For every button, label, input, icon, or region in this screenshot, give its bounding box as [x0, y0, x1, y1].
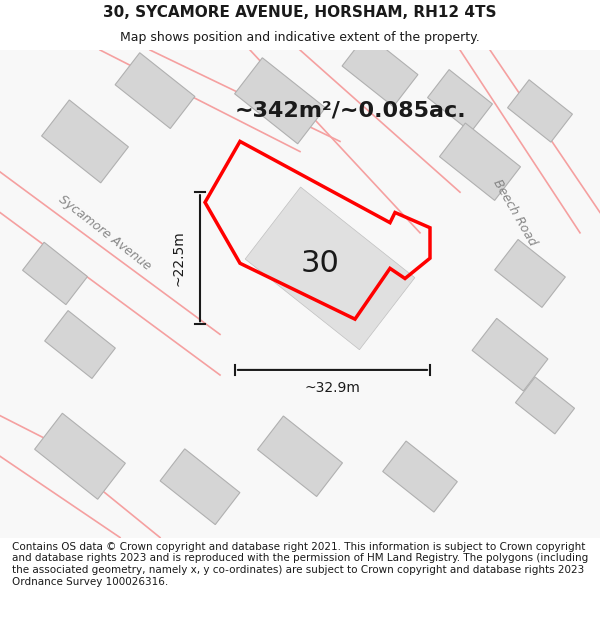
Text: 30, SYCAMORE AVENUE, HORSHAM, RH12 4TS: 30, SYCAMORE AVENUE, HORSHAM, RH12 4TS	[103, 5, 497, 20]
Polygon shape	[44, 311, 115, 379]
Polygon shape	[428, 69, 493, 132]
Polygon shape	[41, 100, 128, 183]
Polygon shape	[472, 318, 548, 391]
Text: ~342m²/~0.085ac.: ~342m²/~0.085ac.	[234, 101, 466, 121]
Polygon shape	[342, 34, 418, 107]
Text: Beech Road: Beech Road	[491, 177, 539, 248]
Polygon shape	[235, 58, 325, 144]
Polygon shape	[23, 242, 88, 304]
Text: Map shows position and indicative extent of the property.: Map shows position and indicative extent…	[120, 31, 480, 44]
Polygon shape	[508, 80, 572, 142]
Text: Sycamore Avenue: Sycamore Avenue	[56, 192, 154, 273]
Polygon shape	[515, 377, 575, 434]
Text: 30: 30	[301, 249, 340, 278]
Polygon shape	[257, 416, 343, 496]
Polygon shape	[494, 239, 565, 308]
Text: ~22.5m: ~22.5m	[171, 231, 185, 286]
Polygon shape	[245, 187, 415, 350]
Polygon shape	[35, 413, 125, 499]
Text: ~32.9m: ~32.9m	[305, 381, 361, 395]
Polygon shape	[383, 441, 457, 512]
Text: Contains OS data © Crown copyright and database right 2021. This information is : Contains OS data © Crown copyright and d…	[12, 542, 588, 587]
Polygon shape	[115, 52, 195, 129]
Polygon shape	[439, 123, 521, 201]
Polygon shape	[160, 449, 240, 524]
